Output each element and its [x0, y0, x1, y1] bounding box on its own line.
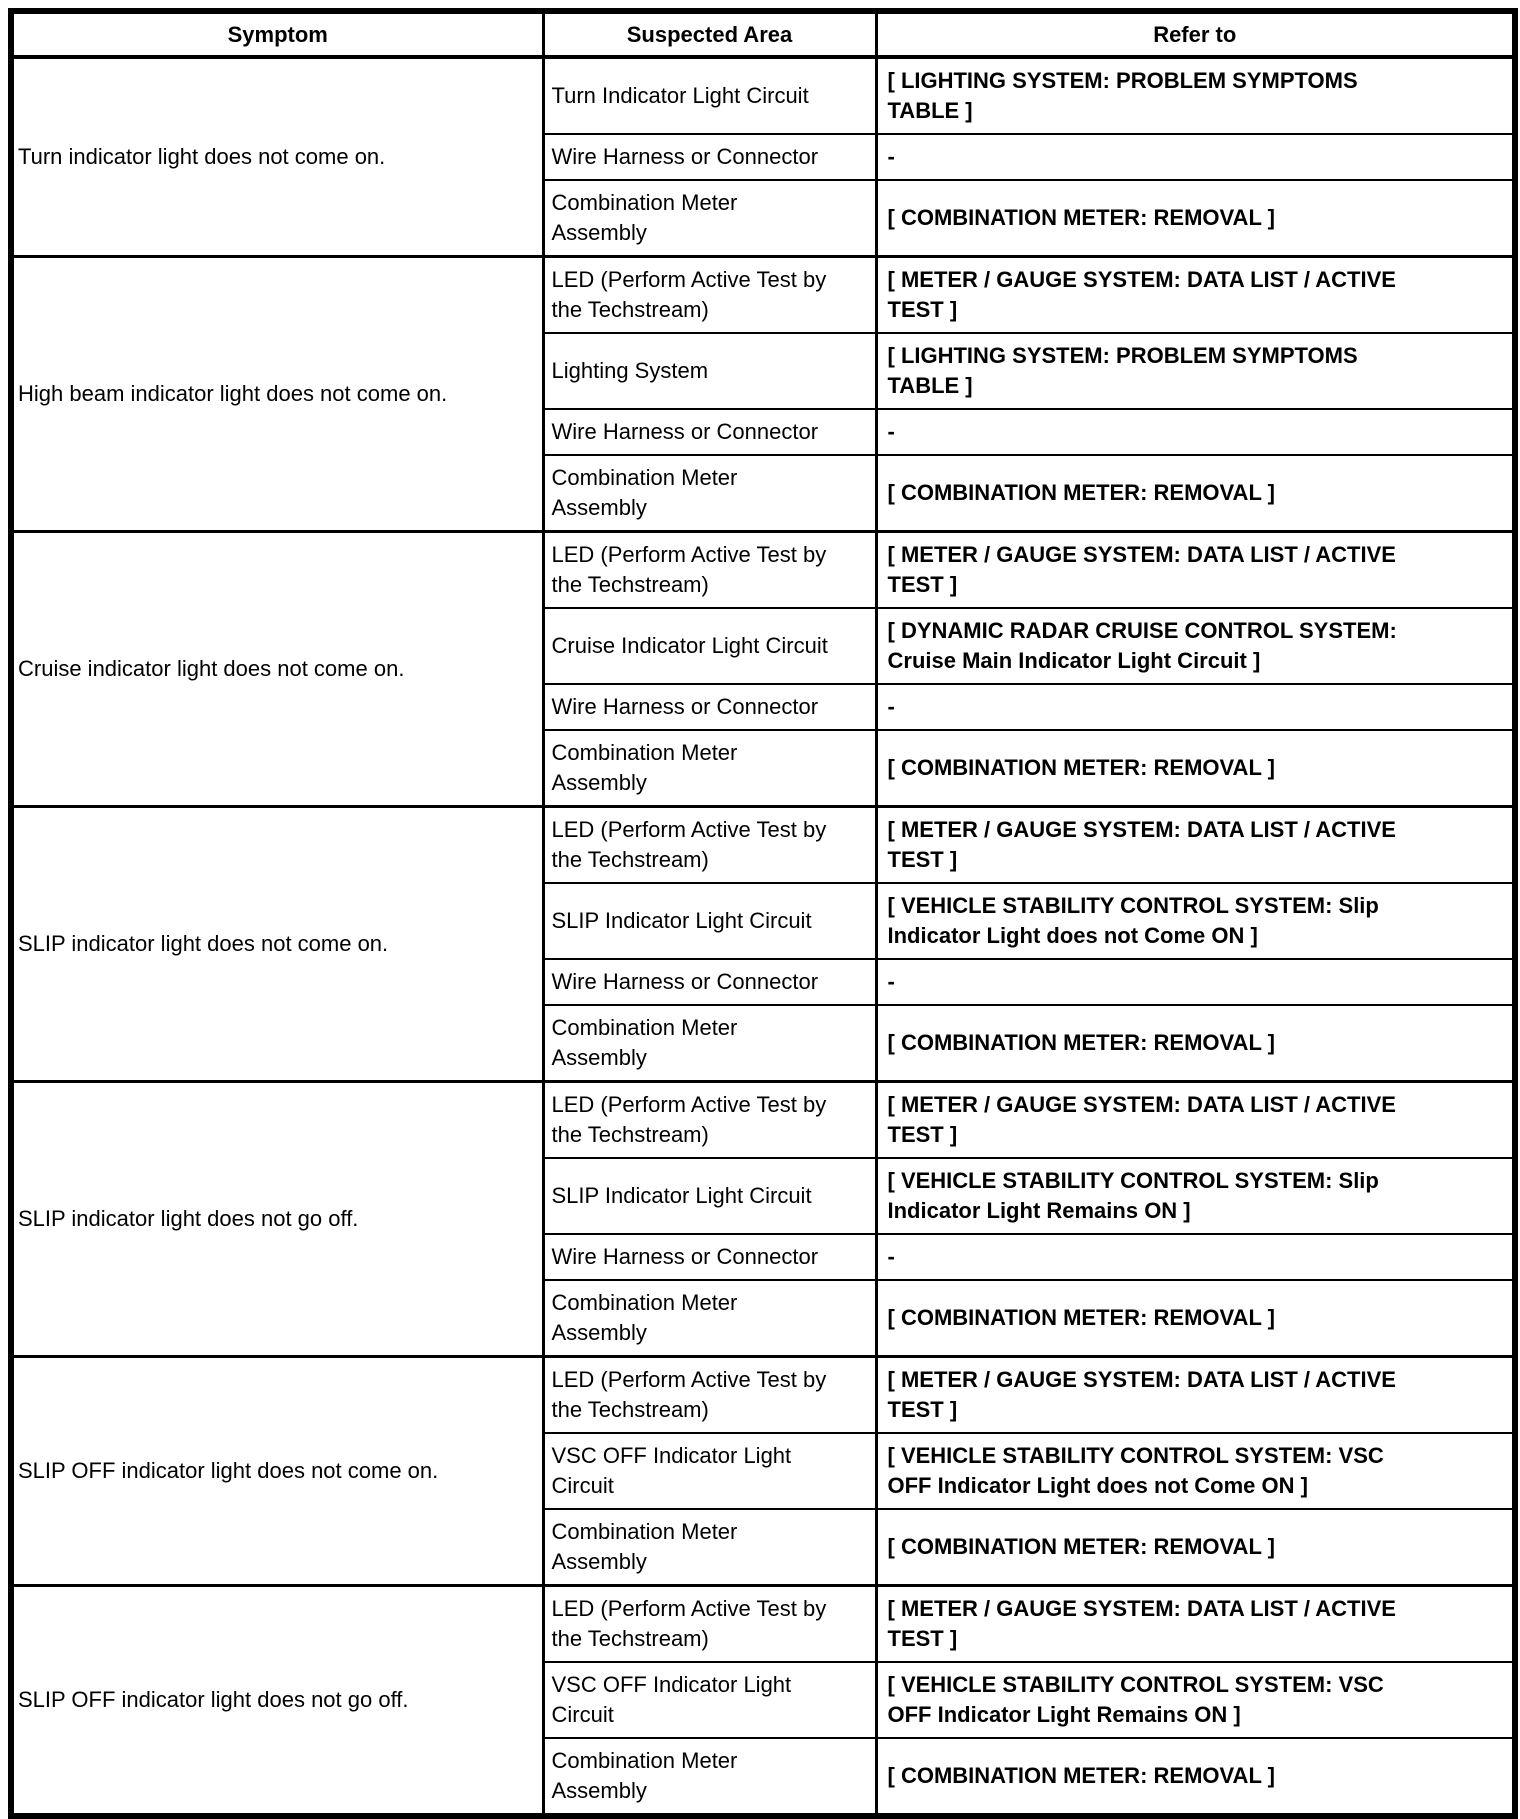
suspected-area-cell: LED (Perform Active Test by the Techstre…: [541, 1080, 878, 1159]
suspected-area-cell: Combination Meter Assembly: [541, 1279, 878, 1358]
table-row: SLIP Indicator Light Circuit[ VEHICLE ST…: [11, 1157, 1517, 1235]
table-row: Wire Harness or Connector -: [11, 408, 1517, 456]
refer-to-cell: [ VEHICLE STABILITY CONTROL SYSTEM: Slip…: [874, 882, 1517, 960]
table-row: SLIP OFF indicator light does not go off…: [9, 1584, 1517, 1817]
table-row: Combination Meter Assembly[ COMBINATION …: [11, 179, 1517, 258]
refer-to-cell: [ VEHICLE STABILITY CONTROL SYSTEM: VSC …: [874, 1661, 1517, 1739]
table-row: Combination Meter Assembly[ COMBINATION …: [11, 729, 1517, 808]
suspected-area-cell: Combination Meter Assembly: [541, 179, 878, 258]
symptom-cell: SLIP indicator light does not go off.: [9, 1080, 545, 1358]
table-row: Wire Harness or Connector -: [11, 683, 1517, 731]
refer-to-cell: [ COMBINATION METER: REMOVAL ]: [874, 454, 1517, 533]
table-row: Wire Harness or Connector -: [11, 133, 1517, 181]
refer-to-cell: [ METER / GAUGE SYSTEM: DATA LIST / ACTI…: [874, 1355, 1517, 1434]
suspected-area-cell: LED (Perform Active Test by the Techstre…: [541, 805, 878, 884]
table-row: SLIP indicator light does not go off. LED…: [9, 1080, 1517, 1358]
refer-to-cell: -: [874, 958, 1517, 1006]
table-row: SLIP indicator light does not come on. LE…: [9, 805, 1517, 1083]
refer-to-cell: -: [874, 408, 1517, 456]
suspected-area-cell: Wire Harness or Connector: [541, 1233, 878, 1281]
suspected-area-cell: LED (Perform Active Test by the Techstre…: [541, 1584, 878, 1663]
refer-to-cell: [ COMBINATION METER: REMOVAL ]: [874, 1004, 1517, 1083]
refer-to-cell: [ COMBINATION METER: REMOVAL ]: [874, 729, 1517, 808]
column-header-refer-to: Refer to: [874, 10, 1517, 59]
refer-to-cell: [ METER / GAUGE SYSTEM: DATA LIST / ACTI…: [874, 1080, 1517, 1159]
refer-to-cell: [ LIGHTING SYSTEM: PROBLEM SYMPTOMS TABL…: [874, 55, 1517, 135]
suspected-area-cell: Cruise Indicator Light Circuit: [541, 607, 878, 685]
table-row: Combination Meter Assembly[ COMBINATION …: [11, 1279, 1517, 1358]
refer-to-cell: [ VEHICLE STABILITY CONTROL SYSTEM: Slip…: [874, 1157, 1517, 1235]
column-header-symptom: Symptom: [9, 10, 545, 59]
refer-to-cell: [ COMBINATION METER: REMOVAL ]: [874, 1508, 1517, 1587]
refer-to-cell: [ COMBINATION METER: REMOVAL ]: [874, 1737, 1517, 1817]
refer-to-cell: [ METER / GAUGE SYSTEM: DATA LIST / ACTI…: [874, 805, 1517, 884]
suspected-area-cell: Combination Meter Assembly: [541, 1004, 878, 1083]
table-row: Turn indicator light does not come on. Tu…: [9, 55, 1517, 258]
refer-to-cell: -: [874, 133, 1517, 181]
suspected-area-cell: LED (Perform Active Test by the Techstre…: [541, 530, 878, 609]
refer-to-cell: -: [874, 1233, 1517, 1281]
symptom-cell: SLIP OFF indicator light does not go off…: [9, 1584, 545, 1817]
suspected-area-cell: Combination Meter Assembly: [541, 1737, 878, 1817]
suspected-area-cell: Wire Harness or Connector: [541, 958, 878, 1006]
table-row: Cruise indicator light does not come on.…: [9, 530, 1517, 808]
suspected-area-cell: Wire Harness or Connector: [541, 408, 878, 456]
table-header-row: Symptom Suspected Area Refer to: [9, 10, 1517, 59]
symptom-cell: Cruise indicator light does not come on.: [9, 530, 545, 808]
refer-to-cell: [ METER / GAUGE SYSTEM: DATA LIST / ACTI…: [874, 530, 1517, 609]
refer-to-cell: [ METER / GAUGE SYSTEM: DATA LIST / ACTI…: [874, 255, 1517, 334]
suspected-area-cell: Lighting System: [541, 332, 878, 410]
refer-to-cell: [ LIGHTING SYSTEM: PROBLEM SYMPTOMS TABL…: [874, 332, 1517, 410]
table-row: Wire Harness or Connector -: [11, 1233, 1517, 1281]
refer-to-cell: [ DYNAMIC RADAR CRUISE CONTROL SYSTEM: C…: [874, 607, 1517, 685]
column-header-suspected-area: Suspected Area: [541, 10, 878, 59]
suspected-area-cell: SLIP Indicator Light Circuit: [541, 882, 878, 960]
refer-to-cell: [ COMBINATION METER: REMOVAL ]: [874, 1279, 1517, 1358]
symptom-cell: SLIP indicator light does not come on.: [9, 805, 545, 1083]
suspected-area-cell: LED (Perform Active Test by the Techstre…: [541, 255, 878, 334]
table-row: VSC OFF Indicator Light Circuit[ VEHICLE…: [11, 1432, 1517, 1510]
table-row: Lighting System[ LIGHTING SYSTEM: PROBLE…: [11, 332, 1517, 410]
suspected-area-cell: Combination Meter Assembly: [541, 1508, 878, 1587]
suspected-area-cell: LED (Perform Active Test by the Techstre…: [541, 1355, 878, 1434]
refer-to-cell: [ COMBINATION METER: REMOVAL ]: [874, 179, 1517, 258]
suspected-area-cell: Combination Meter Assembly: [541, 729, 878, 808]
table-row: Combination Meter Assembly[ COMBINATION …: [11, 1508, 1517, 1587]
table-row: Cruise Indicator Light Circuit[ DYNAMIC …: [11, 607, 1517, 685]
symptom-cell: High beam indicator light does not come …: [9, 255, 545, 533]
table-body: Turn indicator light does not come on. Tu…: [9, 55, 1517, 1817]
table-row: Combination Meter Assembly[ COMBINATION …: [11, 454, 1517, 533]
suspected-area-cell: VSC OFF Indicator Light Circuit: [541, 1432, 878, 1510]
refer-to-cell: -: [874, 683, 1517, 731]
table-row: Wire Harness or Connector -: [11, 958, 1517, 1006]
refer-to-cell: [ VEHICLE STABILITY CONTROL SYSTEM: VSC …: [874, 1432, 1517, 1510]
suspected-area-cell: VSC OFF Indicator Light Circuit: [541, 1661, 878, 1739]
symptom-cell: Turn indicator light does not come on.: [9, 55, 545, 258]
symptom-cell: SLIP OFF indicator light does not come o…: [9, 1355, 545, 1587]
table-row: SLIP OFF indicator light does not come o…: [9, 1355, 1517, 1587]
suspected-area-cell: Wire Harness or Connector: [541, 133, 878, 181]
symptom-table: Symptom Suspected Area Refer to Turn ind…: [8, 8, 1518, 1819]
manual-page: Symptom Suspected Area Refer to Turn ind…: [8, 8, 1518, 1819]
suspected-area-cell: Wire Harness or Connector: [541, 683, 878, 731]
suspected-area-cell: Turn Indicator Light Circuit: [541, 55, 878, 135]
suspected-area-cell: SLIP Indicator Light Circuit: [541, 1157, 878, 1235]
suspected-area-cell: Combination Meter Assembly: [541, 454, 878, 533]
table-row: Combination Meter Assembly[ COMBINATION …: [11, 1004, 1517, 1083]
table-row: SLIP Indicator Light Circuit[ VEHICLE ST…: [11, 882, 1517, 960]
table-row: High beam indicator light does not come …: [9, 255, 1517, 533]
refer-to-cell: [ METER / GAUGE SYSTEM: DATA LIST / ACTI…: [874, 1584, 1517, 1663]
